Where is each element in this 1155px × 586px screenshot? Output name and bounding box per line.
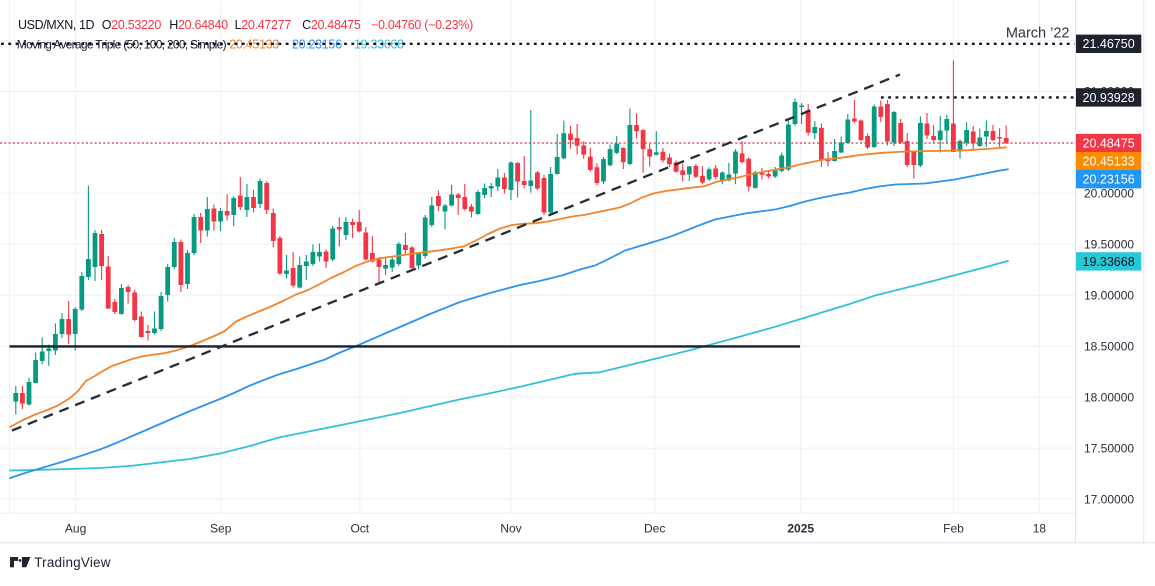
svg-text:20.45133: 20.45133	[1083, 155, 1135, 169]
svg-text:20.00000: 20.00000	[1084, 187, 1134, 201]
svg-text:Moving Average Triple (50, 100: Moving Average Triple (50, 100, 200, Sim…	[17, 38, 227, 52]
svg-text:Oct: Oct	[350, 522, 369, 536]
svg-text:TradingView: TradingView	[34, 555, 111, 570]
svg-text:20.23156: 20.23156	[1083, 173, 1135, 187]
svg-text:March ’22: March ’22	[1006, 26, 1070, 42]
svg-text:C20.48475: C20.48475	[302, 18, 361, 32]
svg-text:Dec: Dec	[644, 522, 665, 536]
svg-text:L20.47277: L20.47277	[235, 18, 292, 32]
svg-text:18.00000: 18.00000	[1084, 390, 1134, 404]
svg-text:O20.53220: O20.53220	[102, 18, 162, 32]
svg-text:2025: 2025	[787, 522, 814, 536]
svg-text:Sep: Sep	[210, 522, 232, 536]
svg-text:H20.64840: H20.64840	[169, 18, 228, 32]
svg-text:20.45133: 20.45133	[229, 38, 279, 52]
svg-text:−0.04760 (−0.23%): −0.04760 (−0.23%)	[371, 18, 473, 32]
svg-text:19.33668: 19.33668	[1083, 255, 1135, 269]
svg-text:21.46750: 21.46750	[1083, 37, 1135, 51]
svg-text:19.00000: 19.00000	[1084, 289, 1134, 303]
svg-text:19.33668: 19.33668	[354, 38, 404, 52]
svg-text:19.50000: 19.50000	[1084, 238, 1134, 252]
svg-text:18: 18	[1033, 522, 1047, 536]
svg-text:20.93928: 20.93928	[1083, 91, 1135, 105]
svg-text:18.50000: 18.50000	[1084, 340, 1134, 354]
svg-text:Nov: Nov	[500, 522, 521, 536]
svg-text:Aug: Aug	[65, 522, 86, 536]
svg-text:USD/MXN, 1D: USD/MXN, 1D	[18, 18, 95, 32]
svg-text:20.48475: 20.48475	[1083, 137, 1135, 151]
svg-text:17.00000: 17.00000	[1084, 492, 1134, 506]
svg-text:Feb: Feb	[943, 522, 964, 536]
svg-text:17.50000: 17.50000	[1084, 441, 1134, 455]
